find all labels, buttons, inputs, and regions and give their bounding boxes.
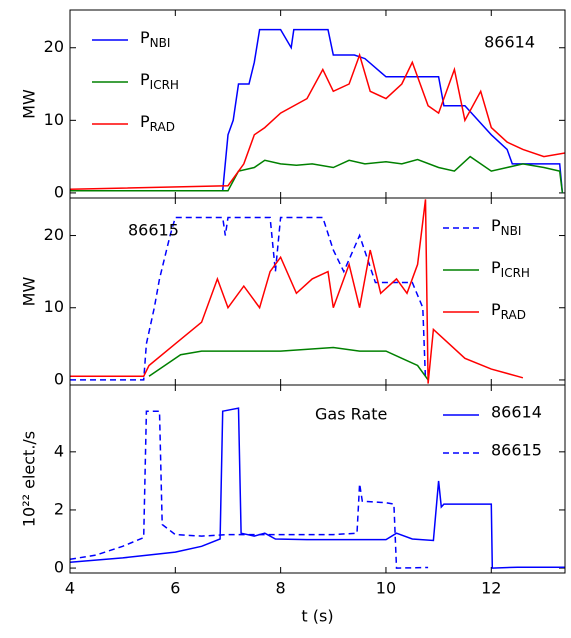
- panel: 0 10 20 MW 86615 PNBI PICRH PRAD: [20, 197, 566, 388]
- legend-label: 86615: [491, 441, 542, 460]
- y-tick-label: 10: [44, 297, 64, 316]
- series-line: [70, 216, 427, 381]
- legend-label: PRAD: [140, 112, 175, 134]
- legend-label: PICRH: [140, 70, 179, 92]
- series-line: [148, 346, 429, 381]
- y-axis-label: MW: [20, 89, 39, 119]
- annotation: 86615: [128, 221, 179, 240]
- y-tick-label: 0: [54, 182, 64, 201]
- series-line: [70, 199, 524, 384]
- y-axis-label: 10²² elect./s: [20, 431, 39, 527]
- y-axis-label: MW: [20, 277, 39, 307]
- x-tick-label: 4: [65, 579, 75, 598]
- x-tick-label: 12: [481, 579, 501, 598]
- panel: 0 10 20 MW 86614 PNBI PICRH PRAD: [20, 9, 566, 201]
- series-line: [70, 28, 564, 193]
- axes-frame: [69, 384, 566, 574]
- series-line: [70, 52, 565, 191]
- y-tick-label: 20: [44, 225, 64, 244]
- legend-label: PRAD: [491, 300, 526, 322]
- x-axis-label: t (s): [301, 607, 333, 626]
- y-tick-label: 4: [54, 441, 64, 460]
- y-tick-label: 10: [44, 110, 64, 129]
- legend-label: 86614: [491, 403, 542, 422]
- y-tick-label: 2: [54, 499, 64, 518]
- series-line: [70, 407, 565, 569]
- legend-label: PNBI: [491, 216, 521, 238]
- x-tick-label: 10: [376, 579, 396, 598]
- series-line: [70, 155, 564, 193]
- y-tick-label: 0: [54, 369, 64, 388]
- legend-label: PICRH: [491, 258, 530, 280]
- y-tick-label: 0: [54, 558, 64, 577]
- legend-title: Gas Rate: [315, 405, 387, 424]
- annotation: 86614: [484, 33, 535, 52]
- x-tick-label: 6: [170, 579, 180, 598]
- panel: 0 2 4 4 6 8 10 12 10²² elect./s t (s) Gas Rate 8661…: [20, 384, 566, 626]
- legend-label: PNBI: [140, 28, 170, 50]
- x-tick-label: 8: [276, 579, 286, 598]
- series-line: [70, 410, 429, 569]
- y-tick-label: 20: [44, 37, 64, 56]
